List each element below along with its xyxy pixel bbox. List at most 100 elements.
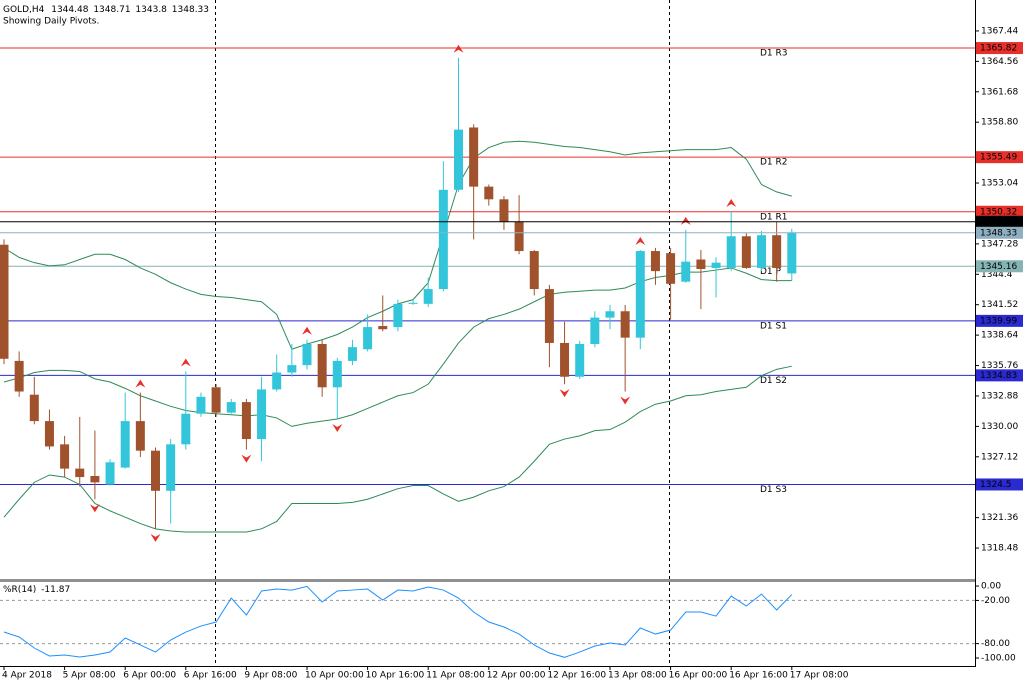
fractal-up [726, 198, 737, 207]
candle-body [287, 365, 297, 373]
candle-body [332, 360, 342, 388]
candle-body [650, 251, 660, 272]
candle-body [560, 342, 570, 377]
candle-body [438, 189, 448, 290]
candle-body [44, 421, 54, 447]
pivot-price-box [976, 260, 1023, 273]
x-tick-label: 6 Apr 00:00 [123, 671, 176, 681]
candle-body [60, 444, 70, 469]
indicator-tick-label: -20.00 [981, 596, 1010, 606]
candle-body [0, 244, 9, 359]
y-tick-label: 1367.44 [981, 26, 1018, 36]
x-tick-label: 12 Apr 00:00 [487, 671, 546, 681]
pivot-price-label: 1324.5 [980, 480, 1012, 490]
y-tick-label: 1347.28 [981, 239, 1018, 249]
fractal-down [559, 389, 570, 398]
candle-body [75, 468, 85, 478]
candle-body [529, 251, 539, 290]
header-close: 1348.33 [172, 5, 209, 15]
y-tick-label: 1361.68 [981, 87, 1018, 97]
candle-body [317, 343, 327, 388]
candle-body [408, 302, 418, 304]
pivot-price-label: 1339.99 [980, 316, 1017, 326]
pivot-name: D1 R2 [760, 158, 788, 168]
fractal-up [680, 216, 691, 225]
candle-body [378, 326, 388, 330]
fractal-up [135, 379, 146, 388]
y-tick-label: 1338.64 [981, 331, 1018, 341]
bid-price-label: 1348.33 [980, 228, 1017, 238]
pivot-price-box [976, 369, 1023, 382]
indicator-tick-label: -80.00 [981, 639, 1010, 649]
x-tick-label: 13 Apr 08:00 [608, 671, 667, 681]
x-tick-label: 12 Apr 16:00 [547, 671, 606, 681]
pivot-name: D1 R3 [760, 49, 788, 59]
candle-body [90, 476, 100, 483]
indicator-last: -11.87 [41, 585, 70, 595]
x-tick-label: 4 Apr 2018 [2, 671, 52, 681]
header-high: 1348.71 [93, 5, 130, 15]
candle-body [257, 389, 267, 440]
panel-separator [0, 579, 975, 582]
pivot-price-label: 1365.82 [980, 44, 1017, 54]
candle-body [423, 289, 433, 304]
fractal-up [635, 236, 646, 245]
y-tick-label: 1321.36 [981, 513, 1018, 523]
candle-body [151, 450, 160, 491]
candle-body [772, 235, 782, 268]
candle-body [454, 129, 463, 190]
fractal-down [241, 454, 252, 463]
candle-body [226, 402, 236, 413]
fractal-up [302, 326, 312, 335]
candle-body [757, 235, 766, 268]
pivot-price-box [976, 314, 1023, 327]
candle-body [605, 311, 615, 318]
candle-body [166, 444, 176, 491]
candle-body [241, 402, 251, 440]
indicator-name: %R(14) [3, 585, 36, 595]
candle-body [741, 236, 751, 268]
y-tick-label: 1332.88 [981, 391, 1018, 401]
fractal-down [89, 504, 100, 513]
indicator-header: %R(14) -11.87 [3, 585, 70, 595]
y-tick-label: 1353.04 [981, 179, 1018, 189]
candle-body [29, 394, 39, 422]
y-tick-label: 1341.52 [981, 300, 1018, 310]
pivot-name: D1 S1 [760, 321, 787, 331]
pivot-price-box [976, 151, 1023, 164]
indicator-tick-label: -100.00 [981, 654, 1016, 664]
pivot-name: D1 R1 [760, 212, 788, 222]
candle-body [363, 327, 373, 350]
pivot-price-label: 1355.49 [980, 153, 1017, 163]
x-tick-label: 10 Apr 00:00 [305, 671, 364, 681]
candle-body [787, 232, 797, 274]
candle-body [666, 253, 676, 284]
chart-header: GOLD,H4 1344.48 1348.71 1343.8 1348.33 [3, 5, 209, 15]
x-tick-label: 16 Apr 16:00 [729, 671, 788, 681]
indicator-line [3, 585, 793, 658]
fractal-up [180, 358, 191, 367]
chart-subtitle: Showing Daily Pivots. [3, 17, 99, 27]
candle-body [696, 259, 706, 270]
x-tick-label: 9 Apr 08:00 [244, 671, 297, 681]
ask-price-label: 1349.37 [980, 217, 1017, 227]
bid-price-box [976, 226, 1023, 239]
candle-body [590, 317, 600, 344]
candle-body [514, 221, 524, 252]
candle-body [620, 311, 630, 338]
candle-body [347, 347, 357, 361]
pivot-price-label: 1350.32 [980, 207, 1017, 217]
candle-body [726, 236, 736, 268]
y-tick-label: 1344.4 [981, 270, 1013, 280]
candle-body [302, 343, 312, 366]
x-tick-label: 16 Apr 00:00 [669, 671, 728, 681]
header-low: 1343.8 [135, 5, 167, 15]
y-tick-label: 1327.12 [981, 452, 1018, 462]
symbol: GOLD,H4 [3, 5, 45, 15]
candle-body [135, 421, 145, 451]
ask-price-box [976, 215, 1023, 228]
fractal-down [150, 533, 161, 542]
candle-body [575, 343, 585, 377]
